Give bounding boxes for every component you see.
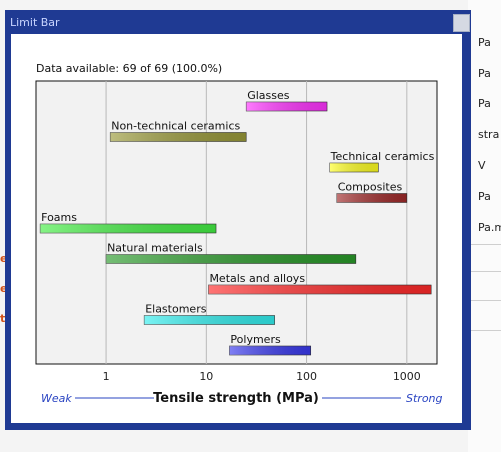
background-unit-label: V: [478, 159, 486, 172]
range-bar-shade: [246, 102, 328, 111]
series-label: Foams: [41, 211, 77, 224]
series-label: Glasses: [247, 89, 290, 102]
strong-annotation: Strong: [406, 392, 443, 405]
close-button[interactable]: [453, 14, 470, 32]
range-bar-shade: [208, 285, 432, 294]
data-available-status: Data available: 69 of 69 (100.0%): [36, 62, 223, 75]
background-unit-label: Pa: [478, 97, 491, 110]
background-panel: [468, 0, 501, 452]
series-label: Elastomers: [145, 303, 207, 316]
series-label: Polymers: [230, 333, 281, 346]
background-divider: [468, 271, 501, 272]
background-unit-label: Pa: [478, 190, 491, 203]
background-unit-label: Pa: [478, 67, 491, 80]
range-bar-shade: [336, 193, 407, 203]
series-label: Metals and alloys: [209, 272, 305, 285]
series-label: Technical ceramics: [330, 150, 435, 163]
series-label: Non-technical ceramics: [111, 120, 240, 133]
background-divider: [468, 300, 501, 301]
background-unit-label: Pa: [478, 36, 491, 49]
x-tick-label: 1: [103, 370, 110, 383]
range-bar-shade: [40, 224, 217, 233]
background-divider: [468, 244, 501, 245]
series-label: Natural materials: [107, 242, 203, 255]
background-unit-label: Pa.m: [478, 221, 501, 234]
range-bar-shade: [110, 132, 247, 142]
background-label-fragment: e: [0, 252, 8, 265]
background-label-fragment: e: [0, 282, 8, 295]
background-divider: [468, 330, 501, 331]
x-tick-label: 10: [199, 370, 213, 383]
x-tick-label: 1000: [393, 370, 421, 383]
range-bar-shade: [229, 346, 311, 355]
range-bar-shade: [329, 163, 379, 172]
range-bar-shade: [106, 254, 356, 264]
x-tick-label: 100: [296, 370, 317, 383]
window-titlebar[interactable]: Limit Bar: [5, 10, 471, 34]
series-label: Composites: [338, 181, 403, 194]
tensile-strength-chart: 1 10 100 1000 Glasses Non-technical ceramics T…: [35, 80, 443, 406]
window-title: Limit Bar: [10, 16, 60, 29]
range-bar-shade: [144, 315, 275, 325]
background-label-fragment: t: [0, 312, 6, 325]
chart-panel: Data available: 69 of 69 (100.0%) 1 10 100…: [11, 34, 462, 423]
background-unit-label: stra: [478, 128, 500, 141]
x-axis-label: Tensile strength (MPa): [153, 391, 319, 406]
weak-annotation: Weak: [41, 392, 72, 405]
limit-bar-window: Limit Bar Data available: 69 of 69 (100.…: [5, 10, 471, 430]
